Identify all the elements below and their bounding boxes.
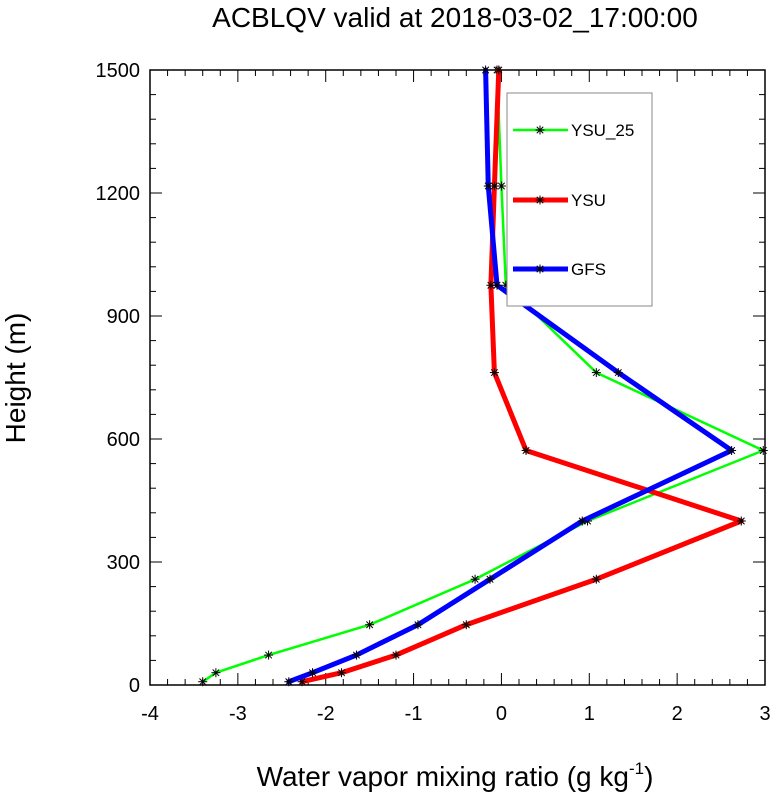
series-ysu-25 [198,65,768,687]
y-axis-label: Height (m) [0,313,31,444]
data-point-ysu-25 [264,650,274,660]
x-tick-label: 3 [759,703,770,725]
legend-marker-ysu-25 [535,125,545,135]
legend-label-ysu: YSU [571,191,606,210]
x-axis: -4 -3 -2 -1 0 1 2 3 [141,70,771,725]
data-point-ysu [591,574,601,584]
plot-frame [149,69,766,686]
y-tick-label: 1500 [96,60,141,82]
legend-marker-gfs [535,264,545,274]
y-axis: 0 300 600 900 1200 1500 [96,60,765,697]
legend-label-ysu-25: YSU_25 [571,121,634,140]
legend-label-gfs: GFS [571,260,606,279]
plot-border [149,69,766,686]
data-point-gfs [485,574,495,584]
x-tick-label: -4 [141,703,159,725]
y-tick-label: 600 [107,429,140,451]
x-axis-label: Water vapor mixing ratio (g kg-1) [257,759,654,792]
series-line-ysu-25 [201,68,765,683]
data-point-ysu-25 [591,368,601,378]
data-point-ysu [391,650,401,660]
data-point-ysu-25 [758,445,768,455]
x-tick-label: -2 [317,703,335,725]
y-tick-label: 1200 [96,183,141,205]
data-point-ysu [489,368,499,378]
data-point-gfs [492,280,502,290]
data-point-ysu [461,620,471,630]
y-tick-label: 0 [129,675,140,697]
data-point-gfs [613,368,623,378]
data-point-gfs [481,65,491,75]
data-point-gfs [727,445,737,455]
data-point-gfs [284,677,294,687]
data-point-ysu-25 [365,620,375,630]
x-tick-label: 0 [496,703,507,725]
x-axis-label-main: Water vapor mixing ratio (g kg [257,761,629,792]
data-point-ysu-25 [470,574,480,584]
data-point-gfs [483,181,493,191]
legend-marker-ysu [535,195,545,205]
data-point-gfs [351,650,361,660]
data-point-gfs [577,516,587,526]
data-point-gfs [308,668,318,678]
x-axis-label-end: ) [644,761,653,792]
x-tick-label: 2 [672,703,683,725]
legend: YSU_25 YSU GFS [506,92,653,307]
series-layer [198,65,768,687]
data-point-gfs [413,620,423,630]
x-axis-label-superscript: -1 [629,759,644,778]
data-point-ysu [736,516,746,526]
chart-title: ACBLQV valid at 2018-03-02_17:00:00 [212,2,698,33]
data-point-ysu-25 [198,677,208,687]
data-point-ysu [337,668,347,678]
y-tick-label: 900 [107,306,140,328]
x-tick-label: -3 [229,703,247,725]
y-tick-label: 300 [107,552,140,574]
data-point-ysu-25 [211,668,221,678]
series-gfs [284,65,737,687]
data-point-ysu [521,445,531,455]
data-point-ysu [494,65,504,75]
x-tick-label: 1 [584,703,595,725]
x-tick-label: -1 [405,703,423,725]
